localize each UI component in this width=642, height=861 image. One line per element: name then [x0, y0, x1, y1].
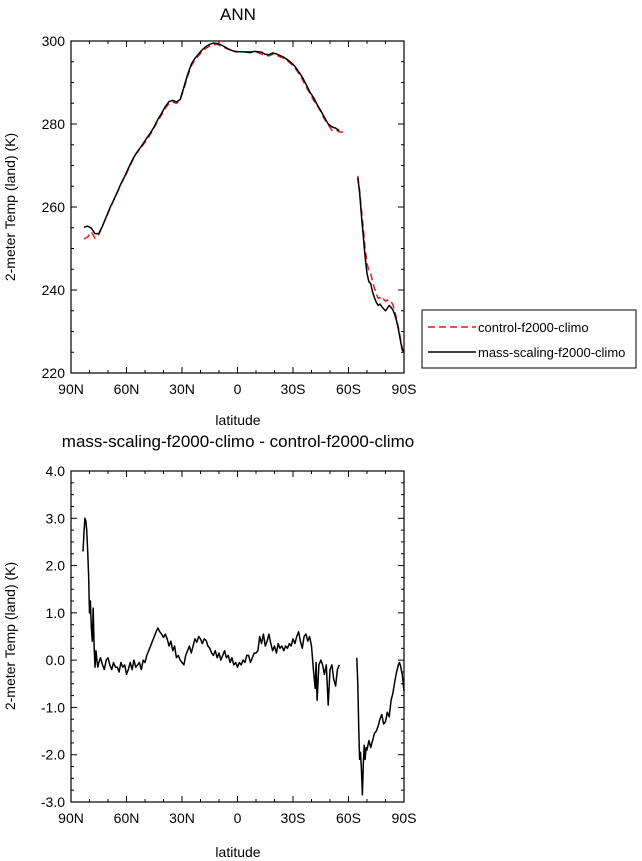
- y-tick-label: 280: [42, 116, 66, 132]
- y-tick-label: -1.0: [41, 699, 65, 715]
- x-tick-label: 0: [234, 381, 242, 397]
- x-tick-label: 90S: [392, 381, 417, 397]
- y-tick-label: 1.0: [46, 605, 66, 621]
- top-x-tick-labels: 90N 60N 30N 0 30S 60S 90S: [58, 381, 416, 397]
- x-tick-label: 60N: [114, 381, 140, 397]
- series-line-0: [356, 657, 405, 796]
- bottom-chart-title: mass-scaling-f2000-climo - control-f2000…: [62, 432, 414, 451]
- bottom-y-tick-labels: 4.0 3.0 2.0 1.0 0.0 -1.0 -2.0 -3.0: [41, 463, 65, 810]
- series-line-0: [82, 517, 340, 706]
- x-tick-label: 60S: [336, 810, 361, 826]
- x-tick-label: 30S: [281, 381, 306, 397]
- x-tick-label: 30N: [169, 810, 195, 826]
- legend-entry-mass-scaling: mass-scaling-f2000-climo: [478, 345, 625, 360]
- y-tick-label: -3.0: [41, 794, 65, 810]
- x-tick-label: 60N: [114, 810, 140, 826]
- y-tick-label: 300: [42, 33, 66, 49]
- x-tick-label: 90N: [58, 810, 84, 826]
- bottom-series-lines: [82, 517, 405, 796]
- bottom-y-axis-label: 2-meter Temp (land) (K): [2, 562, 18, 710]
- y-tick-label: 220: [42, 365, 66, 381]
- top-plot-frame: [70, 40, 405, 374]
- y-tick-label: 2.0: [46, 558, 66, 574]
- bottom-axis-ticks: [70, 470, 405, 803]
- x-tick-label: 30N: [169, 381, 195, 397]
- y-tick-label: 260: [42, 199, 66, 215]
- top-y-tick-labels: 220 240 260 280 300: [42, 33, 66, 381]
- bottom-x-tick-labels: 90N 60N 30N 0 30S 60S 90S: [58, 810, 416, 826]
- legend-box: [421, 309, 637, 369]
- series-line-1: [357, 177, 405, 353]
- y-tick-label: 3.0: [46, 510, 66, 526]
- legend-entry-control: control-f2000-climo: [478, 320, 589, 335]
- bottom-plot-frame: [70, 470, 405, 803]
- bottom-x-axis-label: latitude: [215, 844, 260, 860]
- top-y-axis-label: 2-meter Temp (land) (K): [2, 133, 18, 281]
- top-x-axis-label: latitude: [215, 412, 260, 428]
- x-tick-label: 60S: [336, 381, 361, 397]
- series-line-0: [83, 43, 343, 240]
- y-tick-label: 240: [42, 282, 66, 298]
- top-series-lines: [83, 42, 405, 353]
- top-chart-title: ANN: [220, 5, 256, 24]
- bottom-panel: mass-scaling-f2000-climo - control-f2000…: [2, 432, 416, 860]
- top-axis-ticks: [70, 40, 405, 374]
- y-tick-label: -2.0: [41, 747, 65, 763]
- series-line-1: [83, 42, 340, 235]
- legend: control-f2000-climo mass-scaling-f2000-c…: [421, 309, 637, 369]
- x-tick-label: 30S: [281, 810, 306, 826]
- y-tick-label: 4.0: [46, 463, 66, 479]
- x-tick-label: 90N: [58, 381, 84, 397]
- y-tick-label: 0.0: [46, 652, 66, 668]
- x-tick-label: 0: [234, 810, 242, 826]
- x-tick-label: 90S: [392, 810, 417, 826]
